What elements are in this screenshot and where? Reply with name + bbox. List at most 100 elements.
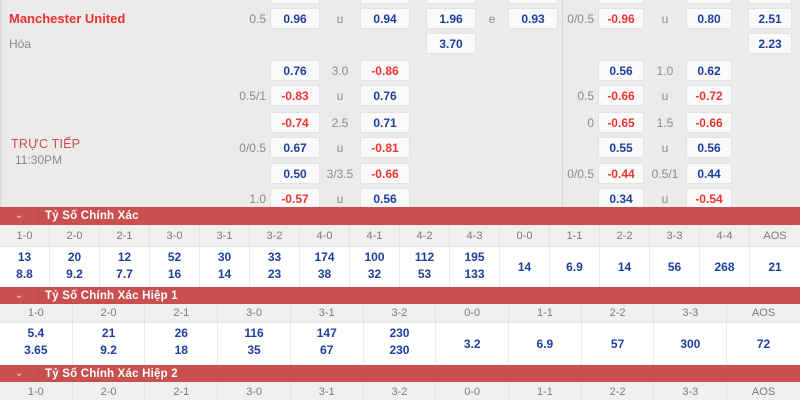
- score-odds-value[interactable]: 100: [364, 250, 385, 264]
- score-column-header: 1-1: [509, 304, 582, 322]
- odds-value-cell[interactable]: 0.80: [686, 8, 732, 29]
- odds-value-cell[interactable]: -0.44: [598, 163, 644, 184]
- chevron-down-icon[interactable]: ⌄: [0, 290, 39, 301]
- score-odds-value[interactable]: 67: [320, 343, 334, 357]
- score-header-row: 1-0 2-0 2-1 3-0 3-1 3-2 0-0 1-1 2-2 3-3 AOS: [0, 382, 800, 400]
- score-odds-value[interactable]: 23: [267, 267, 282, 281]
- score-column-header: 2-2: [600, 225, 650, 246]
- score-odds-value[interactable]: 56: [667, 259, 682, 274]
- odds-value-cell[interactable]: 0.76: [360, 85, 410, 106]
- score-odds-value[interactable]: 14: [217, 267, 232, 281]
- score-column-header: AOS: [763, 229, 787, 242]
- odds-value-cell[interactable]: 0.67: [270, 137, 320, 158]
- score-odds-value[interactable]: 3.65: [24, 343, 48, 357]
- score-odds-value[interactable]: 14: [617, 259, 632, 274]
- odds-value-cell[interactable]: -0.86: [360, 60, 410, 81]
- score-odds-value[interactable]: 195: [464, 250, 485, 264]
- score-odds-value[interactable]: 300: [680, 336, 701, 351]
- score-odds-value[interactable]: 268: [714, 259, 735, 274]
- odds-value-cell[interactable]: -0.66: [686, 112, 732, 133]
- cutoff-odds-cell: [748, 0, 792, 4]
- score-odds-value[interactable]: 7.7: [116, 267, 133, 281]
- score-odds-value[interactable]: 13: [17, 250, 32, 264]
- score-odds-value[interactable]: 3.2: [463, 336, 481, 351]
- score-odds-value[interactable]: 9.2: [66, 267, 83, 281]
- score-odds-value[interactable]: 116: [244, 326, 264, 340]
- section-header-bar[interactable]: ⌄ Tỷ Số Chính Xác: [0, 207, 800, 225]
- odds-value-cell[interactable]: 0.56: [360, 188, 410, 209]
- odds-value-cell[interactable]: 0.44: [686, 163, 732, 184]
- score-odds-value[interactable]: 8.8: [16, 267, 33, 281]
- odds-value-cell[interactable]: -0.65: [598, 112, 644, 133]
- score-column-header: 2-1: [145, 382, 219, 400]
- section-title: Tỷ Số Chính Xác Hiệp 1: [45, 289, 178, 302]
- score-column-header: 4-4: [700, 225, 750, 246]
- score-column: 72: [727, 323, 800, 365]
- score-odds-value[interactable]: 112: [414, 250, 435, 264]
- odds-value-cell[interactable]: 3.70: [426, 33, 476, 54]
- odds-value-cell[interactable]: 0.50: [270, 163, 320, 184]
- chevron-down-icon[interactable]: ⌄: [0, 211, 39, 221]
- odds-value-cell[interactable]: -0.96: [598, 8, 644, 29]
- handicap-label: u: [661, 140, 669, 155]
- odds-value-cell[interactable]: -0.66: [360, 163, 410, 184]
- score-odds-value[interactable]: 20: [67, 250, 82, 264]
- odds-value-cell[interactable]: 0.96: [270, 8, 320, 29]
- odds-value-cell[interactable]: 0.55: [598, 137, 644, 158]
- score-odds-value[interactable]: 21: [768, 259, 782, 274]
- score-odds-value[interactable]: 174: [314, 250, 335, 264]
- odds-value-cell[interactable]: -0.81: [360, 137, 410, 158]
- odds-value-cell[interactable]: 0.93: [508, 8, 558, 29]
- score-odds-value[interactable]: 230: [389, 343, 410, 357]
- odds-value-cell[interactable]: 0.34: [598, 188, 644, 209]
- odds-value-cell[interactable]: 0.56: [598, 60, 644, 81]
- score-odds-value[interactable]: 57: [610, 336, 625, 351]
- score-odds-value[interactable]: 30: [217, 250, 232, 264]
- odds-value-cell[interactable]: -0.83: [270, 85, 320, 106]
- score-odds-value[interactable]: 53: [417, 267, 432, 281]
- score-odds-value[interactable]: 230: [389, 326, 410, 340]
- score-column: 20 9.2: [50, 247, 100, 287]
- score-column: 14: [600, 247, 650, 287]
- score-odds-value[interactable]: 38: [317, 267, 332, 281]
- score-odds-value[interactable]: 32: [367, 267, 382, 281]
- odds-value-cell[interactable]: 0.56: [686, 137, 732, 158]
- score-odds-value[interactable]: 9.2: [100, 343, 117, 357]
- score-column: 195 133: [450, 247, 500, 287]
- score-odds-value[interactable]: 14: [517, 259, 532, 274]
- score-odds-value[interactable]: 12: [117, 250, 132, 264]
- score-odds-value[interactable]: 16: [167, 267, 182, 281]
- odds-value-cell[interactable]: 2.23: [748, 33, 792, 54]
- score-odds-value[interactable]: 5.4: [27, 326, 45, 340]
- handicap-label: 0/0.5: [239, 140, 266, 155]
- score-odds-value[interactable]: 6.9: [536, 336, 554, 351]
- score-odds-value[interactable]: 52: [167, 250, 182, 264]
- odds-value-cell[interactable]: -0.74: [270, 112, 320, 133]
- score-odds-value[interactable]: 35: [247, 343, 261, 357]
- score-odds-value[interactable]: 147: [316, 326, 337, 340]
- score-odds-value[interactable]: 6.9: [566, 259, 583, 274]
- score-odds-value[interactable]: 33: [267, 250, 282, 264]
- odds-value-cell[interactable]: -0.72: [686, 85, 732, 106]
- score-odds-value[interactable]: 21: [101, 326, 116, 340]
- odds-value-cell[interactable]: 0.76: [270, 60, 320, 81]
- odds-value-cell[interactable]: -0.54: [686, 188, 732, 209]
- score-column: 26 18: [145, 323, 219, 365]
- odds-value-cell[interactable]: 2.51: [748, 8, 792, 29]
- score-odds-value[interactable]: 72: [756, 336, 771, 351]
- score-column-header: 1-1: [509, 382, 582, 400]
- odds-value-cell[interactable]: 0.62: [686, 60, 732, 81]
- odds-value-cell[interactable]: 0.94: [360, 8, 410, 29]
- odds-value-cell[interactable]: -0.66: [598, 85, 644, 106]
- score-column: 230 230: [364, 323, 437, 365]
- odds-value-cell[interactable]: 1.96: [426, 8, 476, 29]
- odds-value-cell[interactable]: -0.57: [270, 188, 320, 209]
- score-header-row: 1-0 2-0 2-1 3-0 3-1 3-2 4-0 4-1 4-2 4-3 0-0 1-1 2-2 3…: [0, 225, 800, 247]
- score-odds-value[interactable]: 133: [464, 267, 485, 281]
- score-odds-value[interactable]: 26: [174, 326, 188, 340]
- score-odds-value[interactable]: 18: [174, 343, 188, 357]
- section-header-bar[interactable]: ⌄ Tỷ Số Chính Xác Hiệp 1: [0, 287, 800, 304]
- section-header-bar[interactable]: ⌄ Tỷ Số Chính Xác Hiệp 2: [0, 365, 800, 382]
- odds-value-cell[interactable]: 0.71: [360, 112, 410, 133]
- chevron-down-icon[interactable]: ⌄: [0, 368, 39, 379]
